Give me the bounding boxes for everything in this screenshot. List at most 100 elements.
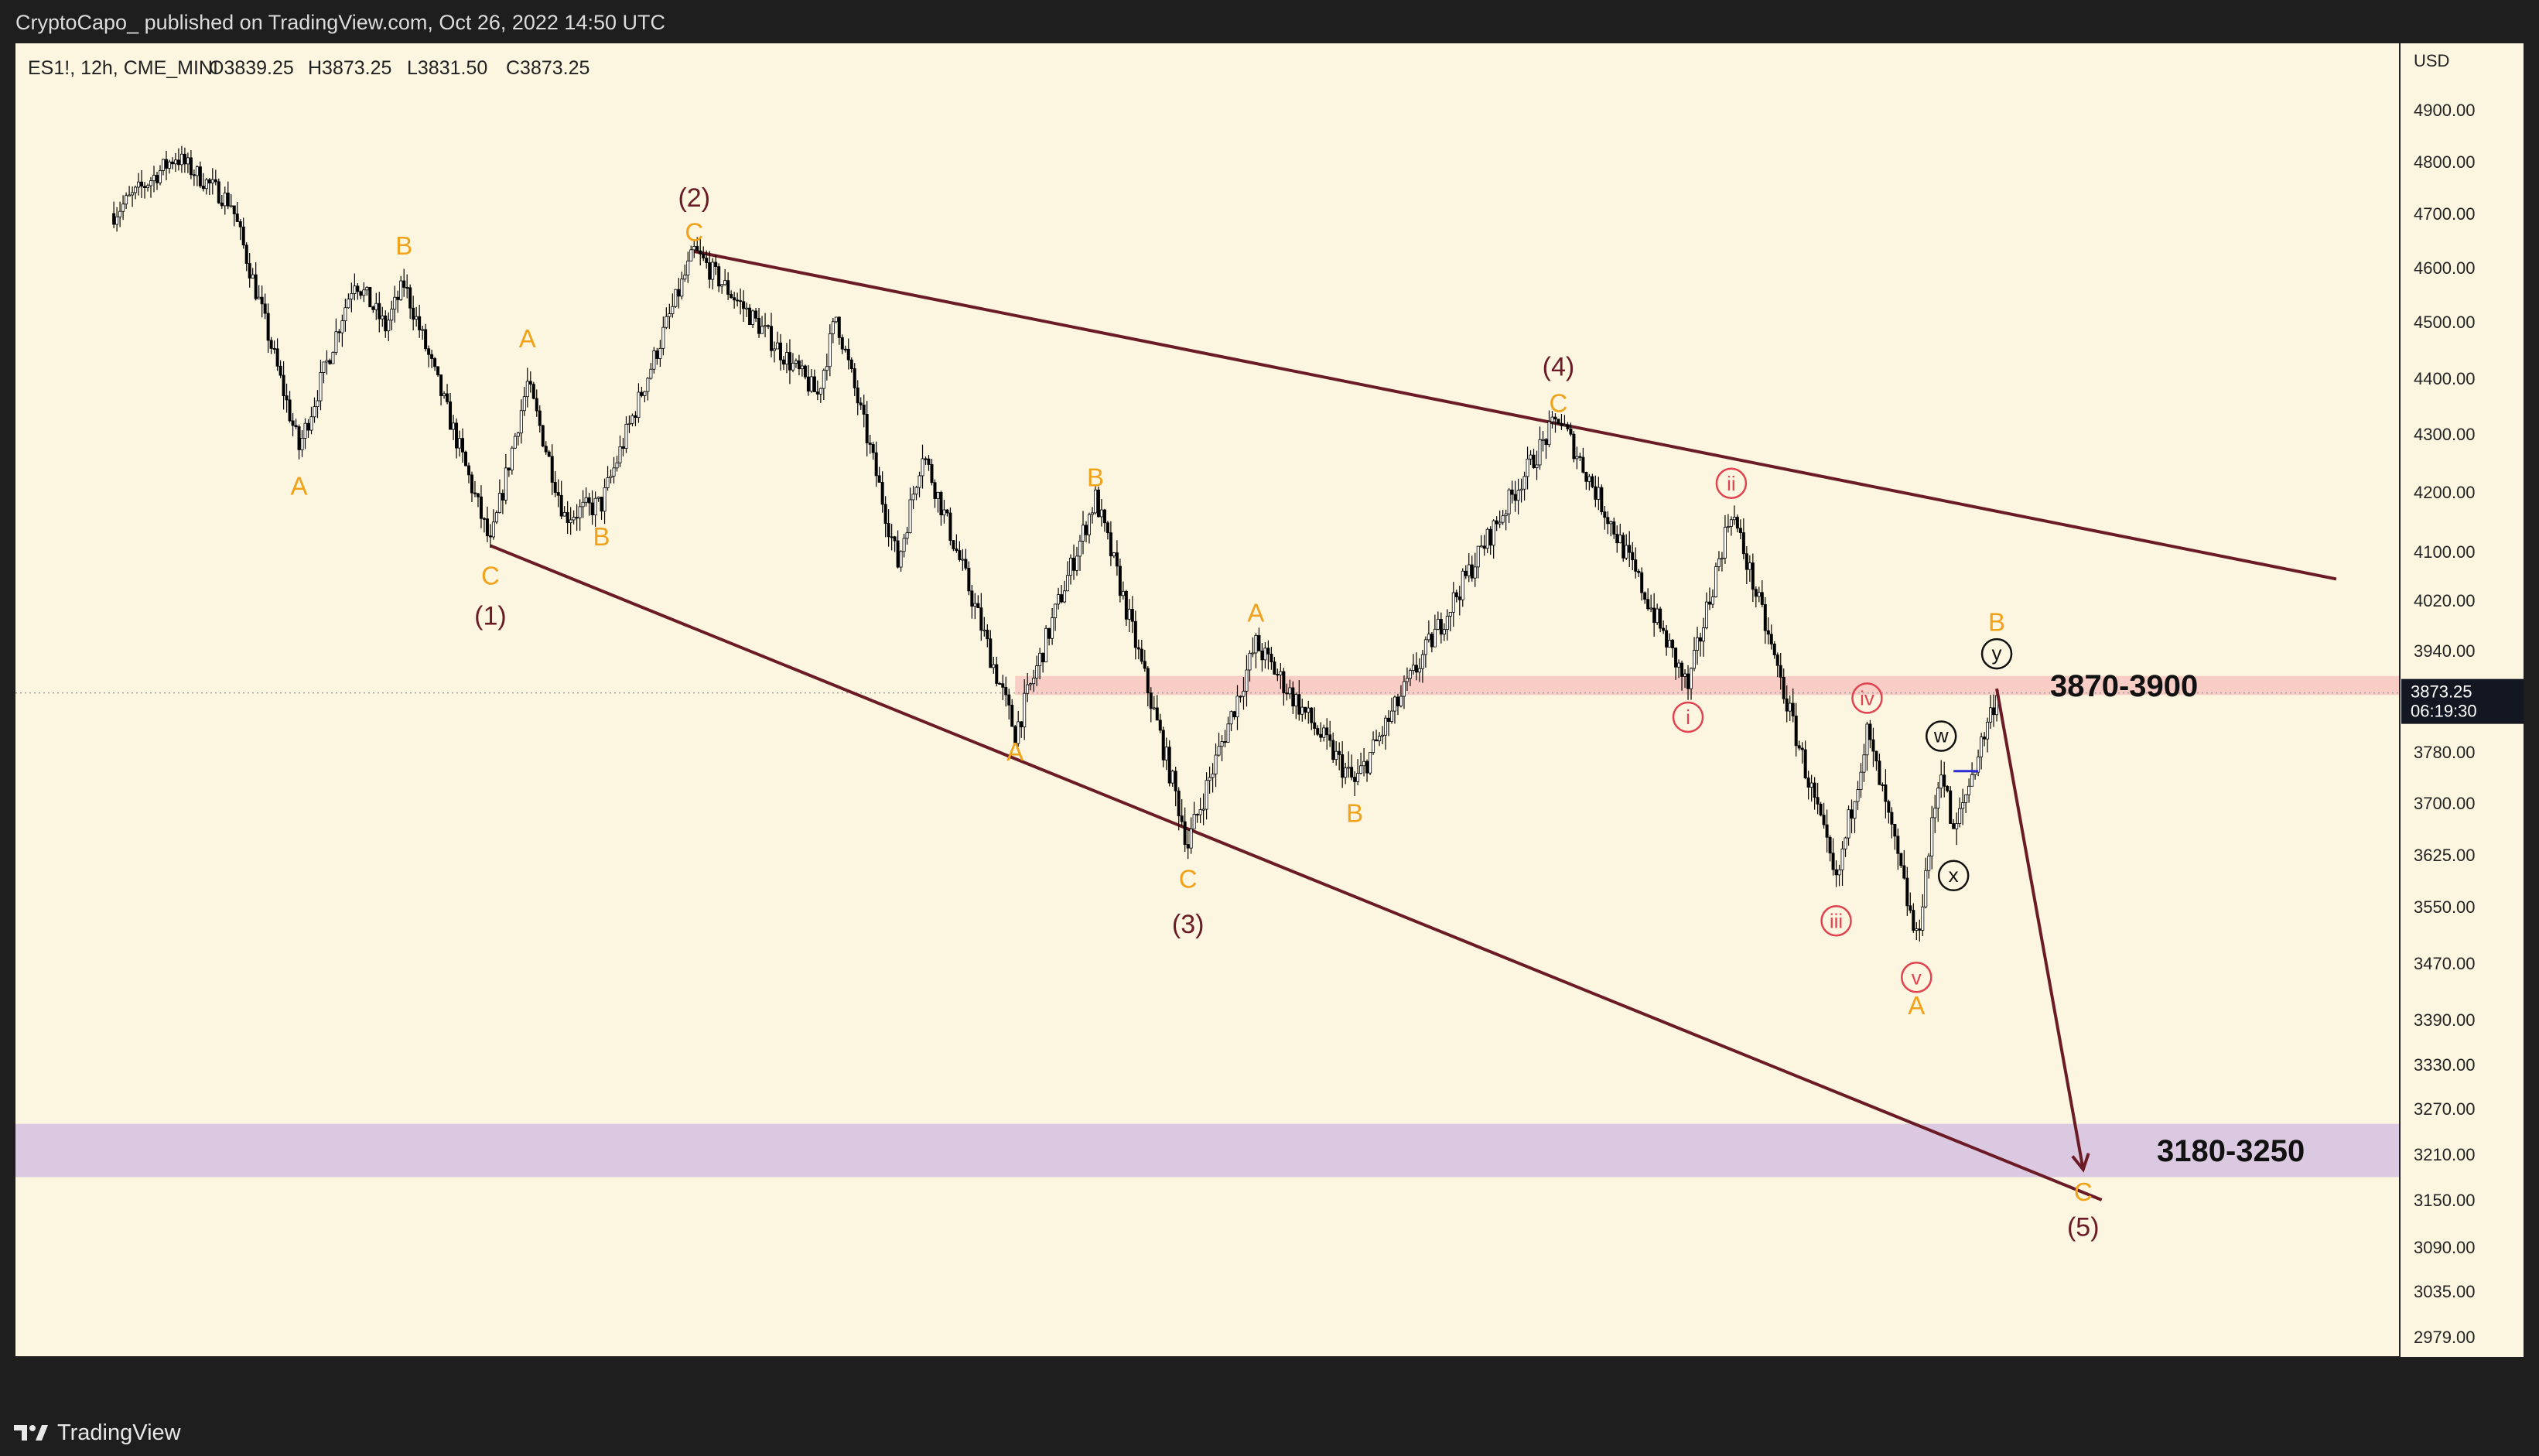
candle-body [1726,525,1730,528]
candle-body [809,376,813,392]
candle-body [1417,668,1421,673]
candle-body [621,446,625,449]
candle-body [1180,815,1184,822]
candle-body [1090,512,1094,515]
candle-body [291,420,295,426]
candle-body [689,249,693,261]
candle-body [1353,777,1357,782]
candle-body [1637,570,1641,573]
candle-body [609,475,613,478]
candle-body [711,261,715,280]
candle-body [1245,669,1249,692]
candle-body [1952,823,1956,829]
tradingview-logo[interactable]: TradingView [14,1419,181,1447]
wave-label-circled: w [1933,724,1949,747]
candle-body [1893,824,1897,837]
candle-body [319,372,323,402]
legend-ohlc-value: O3839.25 [209,57,294,79]
candle-body [739,300,743,302]
candle-body [297,426,301,450]
candle-body [1587,476,1591,482]
candle-body [887,523,890,538]
candle-body [217,181,220,203]
candle-body [874,452,878,477]
candle-body [1782,676,1786,699]
wave-label-minor: ii [1727,472,1736,495]
candle-body [1603,511,1607,518]
candle-body [260,296,264,305]
candle-body [482,518,486,520]
candle-body [1013,726,1017,744]
candle-body [1362,760,1366,767]
candle-body [1001,683,1005,688]
candle-body [615,462,619,469]
candle-body [1696,637,1700,651]
target-zone[interactable] [15,1123,2400,1177]
wave-label-circle [1937,860,1970,892]
candle-body [868,443,872,445]
candle-body [535,398,538,412]
candle-body [1690,668,1693,689]
candle-body [1507,489,1511,514]
candle-body [1501,515,1505,523]
candle-body [359,291,363,296]
candle-body [507,467,511,470]
candle-body [1806,778,1810,788]
candle-body [723,280,727,285]
candle-body [677,289,681,297]
candle-body [584,497,588,503]
candle-body [970,590,974,607]
candle-body [955,548,959,552]
candle-body [112,213,116,225]
candle-body [1686,673,1690,689]
candle-body [624,423,628,449]
candle-body [1779,665,1782,678]
candle-body [1834,869,1838,876]
candle-body [1405,678,1409,682]
chart[interactable]: ABAC(1)B(2)CABC(3)AB(4)CiiiiiiivvAwxyBC(… [15,43,2524,1392]
candle-body [618,446,622,463]
candle-body [1640,572,1644,593]
candle-body [1378,736,1382,742]
candle-body [1831,853,1835,870]
legend-ohlc-value: H3873.25 [308,57,391,79]
candle-body [736,299,740,302]
candle-body [843,348,847,350]
candle-body [131,192,135,196]
candle-body [1304,706,1307,713]
candle-body [1754,589,1758,597]
candle-body [452,422,456,430]
candle-body [1096,489,1100,518]
candle-body [1381,734,1385,737]
candle-body [164,159,168,169]
candle-body [686,260,690,275]
candle-body [1912,910,1915,931]
candle-body [1177,790,1181,817]
candle-body [263,303,267,314]
candle-body [908,499,912,533]
candle-body [643,391,647,396]
candle-body [396,296,400,300]
candle-body [976,603,980,609]
wave-label-minor-circle [1672,701,1704,733]
candle-body [241,226,245,246]
candle-body [1300,706,1304,715]
trendline-upper[interactable] [693,250,2337,581]
candle-body [865,414,869,443]
candle-body [449,401,453,430]
candle-body [958,550,962,560]
candle-body [328,360,332,364]
trendline-lower[interactable] [490,544,2103,1201]
candle-body [125,195,128,205]
candle-body [1741,532,1745,555]
wave-label-circled: x [1949,863,1959,887]
projection-arrow-line[interactable] [1995,688,2085,1171]
candle-body [1069,557,1073,576]
candle-body [1980,737,1984,757]
candle-body [1476,545,1480,568]
candle-body [603,487,607,512]
candle-body [488,535,492,538]
candle-body [714,261,718,267]
candle-body [1347,767,1351,769]
